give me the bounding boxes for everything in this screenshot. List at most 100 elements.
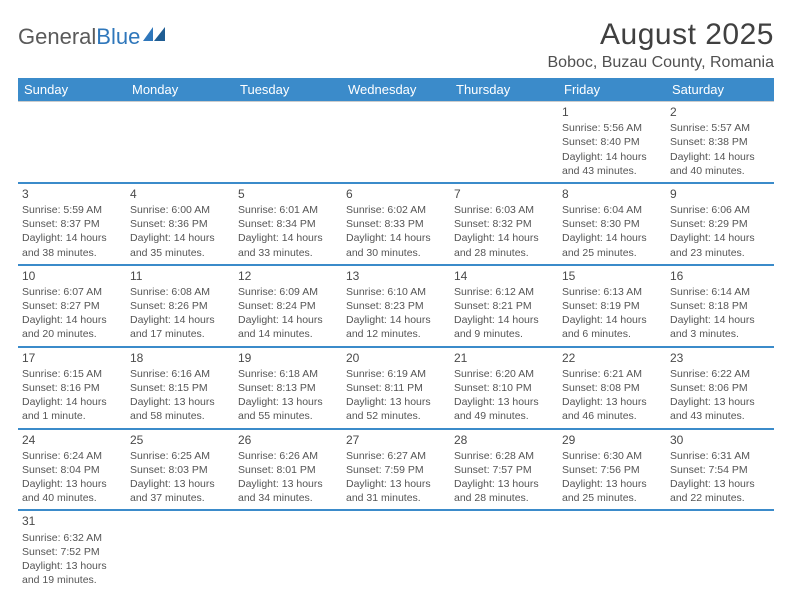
calendar-week-row: 24Sunrise: 6:24 AMSunset: 8:04 PMDayligh…	[18, 429, 774, 511]
day-number: 12	[238, 268, 338, 284]
header: GeneralBlue August 2025 Boboc, Buzau Cou…	[18, 18, 774, 72]
sunset-text: Sunset: 8:10 PM	[454, 381, 554, 395]
page-title: August 2025	[548, 18, 775, 52]
daylight-text: Daylight: 13 hours and 19 minutes.	[22, 559, 122, 587]
day-number: 30	[670, 432, 770, 448]
sunrise-text: Sunrise: 6:25 AM	[130, 449, 230, 463]
sunset-text: Sunset: 8:04 PM	[22, 463, 122, 477]
day-number: 10	[22, 268, 122, 284]
daylight-text: Daylight: 14 hours and 6 minutes.	[562, 313, 662, 341]
sunrise-text: Sunrise: 6:14 AM	[670, 285, 770, 299]
sunrise-text: Sunrise: 6:00 AM	[130, 203, 230, 217]
sunrise-text: Sunrise: 6:31 AM	[670, 449, 770, 463]
day-number: 9	[670, 186, 770, 202]
calendar-day-cell: 1Sunrise: 5:56 AMSunset: 8:40 PMDaylight…	[558, 102, 666, 183]
sunset-text: Sunset: 8:15 PM	[130, 381, 230, 395]
sunset-text: Sunset: 7:57 PM	[454, 463, 554, 477]
calendar-day-cell: 25Sunrise: 6:25 AMSunset: 8:03 PMDayligh…	[126, 429, 234, 511]
daylight-text: Daylight: 13 hours and 58 minutes.	[130, 395, 230, 423]
day-header-sunday: Sunday	[18, 78, 126, 102]
calendar-day-cell: 5Sunrise: 6:01 AMSunset: 8:34 PMDaylight…	[234, 183, 342, 265]
daylight-text: Daylight: 13 hours and 40 minutes.	[22, 477, 122, 505]
day-header-saturday: Saturday	[666, 78, 774, 102]
day-number: 22	[562, 350, 662, 366]
sunrise-text: Sunrise: 6:18 AM	[238, 367, 338, 381]
sunset-text: Sunset: 7:54 PM	[670, 463, 770, 477]
sunset-text: Sunset: 8:18 PM	[670, 299, 770, 313]
day-number: 13	[346, 268, 446, 284]
sunrise-text: Sunrise: 6:04 AM	[562, 203, 662, 217]
logo-flag-icon	[143, 21, 165, 35]
sunrise-text: Sunrise: 5:59 AM	[22, 203, 122, 217]
sunrise-text: Sunrise: 6:03 AM	[454, 203, 554, 217]
daylight-text: Daylight: 13 hours and 46 minutes.	[562, 395, 662, 423]
calendar-day-cell: 21Sunrise: 6:20 AMSunset: 8:10 PMDayligh…	[450, 347, 558, 429]
sunset-text: Sunset: 8:33 PM	[346, 217, 446, 231]
daylight-text: Daylight: 14 hours and 23 minutes.	[670, 231, 770, 259]
location-text: Boboc, Buzau County, Romania	[548, 54, 775, 72]
calendar-day-cell: 12Sunrise: 6:09 AMSunset: 8:24 PMDayligh…	[234, 265, 342, 347]
daylight-text: Daylight: 14 hours and 12 minutes.	[346, 313, 446, 341]
day-number: 14	[454, 268, 554, 284]
day-header-monday: Monday	[126, 78, 234, 102]
day-number: 7	[454, 186, 554, 202]
calendar-day-cell: 29Sunrise: 6:30 AMSunset: 7:56 PMDayligh…	[558, 429, 666, 511]
calendar-empty-cell	[342, 102, 450, 183]
daylight-text: Daylight: 14 hours and 9 minutes.	[454, 313, 554, 341]
calendar-empty-cell	[126, 102, 234, 183]
day-header-wednesday: Wednesday	[342, 78, 450, 102]
sunset-text: Sunset: 8:23 PM	[346, 299, 446, 313]
calendar-day-cell: 17Sunrise: 6:15 AMSunset: 8:16 PMDayligh…	[18, 347, 126, 429]
sunrise-text: Sunrise: 6:19 AM	[346, 367, 446, 381]
day-number: 26	[238, 432, 338, 448]
calendar-day-cell: 6Sunrise: 6:02 AMSunset: 8:33 PMDaylight…	[342, 183, 450, 265]
calendar-day-cell: 18Sunrise: 6:16 AMSunset: 8:15 PMDayligh…	[126, 347, 234, 429]
daylight-text: Daylight: 14 hours and 20 minutes.	[22, 313, 122, 341]
calendar-day-cell: 8Sunrise: 6:04 AMSunset: 8:30 PMDaylight…	[558, 183, 666, 265]
daylight-text: Daylight: 13 hours and 55 minutes.	[238, 395, 338, 423]
sunset-text: Sunset: 8:13 PM	[238, 381, 338, 395]
sunrise-text: Sunrise: 6:21 AM	[562, 367, 662, 381]
calendar-empty-cell	[234, 102, 342, 183]
calendar-week-row: 1Sunrise: 5:56 AMSunset: 8:40 PMDaylight…	[18, 102, 774, 183]
day-number: 19	[238, 350, 338, 366]
calendar-day-cell: 27Sunrise: 6:27 AMSunset: 7:59 PMDayligh…	[342, 429, 450, 511]
sunset-text: Sunset: 8:29 PM	[670, 217, 770, 231]
sunrise-text: Sunrise: 5:56 AM	[562, 121, 662, 135]
sunset-text: Sunset: 8:06 PM	[670, 381, 770, 395]
sunrise-text: Sunrise: 6:27 AM	[346, 449, 446, 463]
day-number: 6	[346, 186, 446, 202]
logo-text-general: General	[18, 24, 96, 50]
sunset-text: Sunset: 8:32 PM	[454, 217, 554, 231]
calendar-empty-cell	[450, 510, 558, 591]
sunset-text: Sunset: 8:40 PM	[562, 135, 662, 149]
calendar-day-cell: 31Sunrise: 6:32 AMSunset: 7:52 PMDayligh…	[18, 510, 126, 591]
sunrise-text: Sunrise: 6:24 AM	[22, 449, 122, 463]
day-number: 1	[562, 104, 662, 120]
calendar-week-row: 17Sunrise: 6:15 AMSunset: 8:16 PMDayligh…	[18, 347, 774, 429]
sunrise-text: Sunrise: 6:30 AM	[562, 449, 662, 463]
sunset-text: Sunset: 8:26 PM	[130, 299, 230, 313]
sunset-text: Sunset: 8:21 PM	[454, 299, 554, 313]
day-number: 11	[130, 268, 230, 284]
day-number: 5	[238, 186, 338, 202]
daylight-text: Daylight: 14 hours and 3 minutes.	[670, 313, 770, 341]
sunrise-text: Sunrise: 6:16 AM	[130, 367, 230, 381]
day-number: 8	[562, 186, 662, 202]
daylight-text: Daylight: 13 hours and 31 minutes.	[346, 477, 446, 505]
sunrise-text: Sunrise: 6:15 AM	[22, 367, 122, 381]
calendar-day-cell: 22Sunrise: 6:21 AMSunset: 8:08 PMDayligh…	[558, 347, 666, 429]
day-number: 20	[346, 350, 446, 366]
day-number: 29	[562, 432, 662, 448]
sunset-text: Sunset: 8:03 PM	[130, 463, 230, 477]
calendar-day-cell: 26Sunrise: 6:26 AMSunset: 8:01 PMDayligh…	[234, 429, 342, 511]
calendar-day-cell: 15Sunrise: 6:13 AMSunset: 8:19 PMDayligh…	[558, 265, 666, 347]
sunset-text: Sunset: 8:01 PM	[238, 463, 338, 477]
sunrise-text: Sunrise: 6:22 AM	[670, 367, 770, 381]
day-number: 21	[454, 350, 554, 366]
sunset-text: Sunset: 8:11 PM	[346, 381, 446, 395]
calendar-day-cell: 14Sunrise: 6:12 AMSunset: 8:21 PMDayligh…	[450, 265, 558, 347]
day-number: 3	[22, 186, 122, 202]
calendar-day-cell: 4Sunrise: 6:00 AMSunset: 8:36 PMDaylight…	[126, 183, 234, 265]
sunset-text: Sunset: 8:19 PM	[562, 299, 662, 313]
